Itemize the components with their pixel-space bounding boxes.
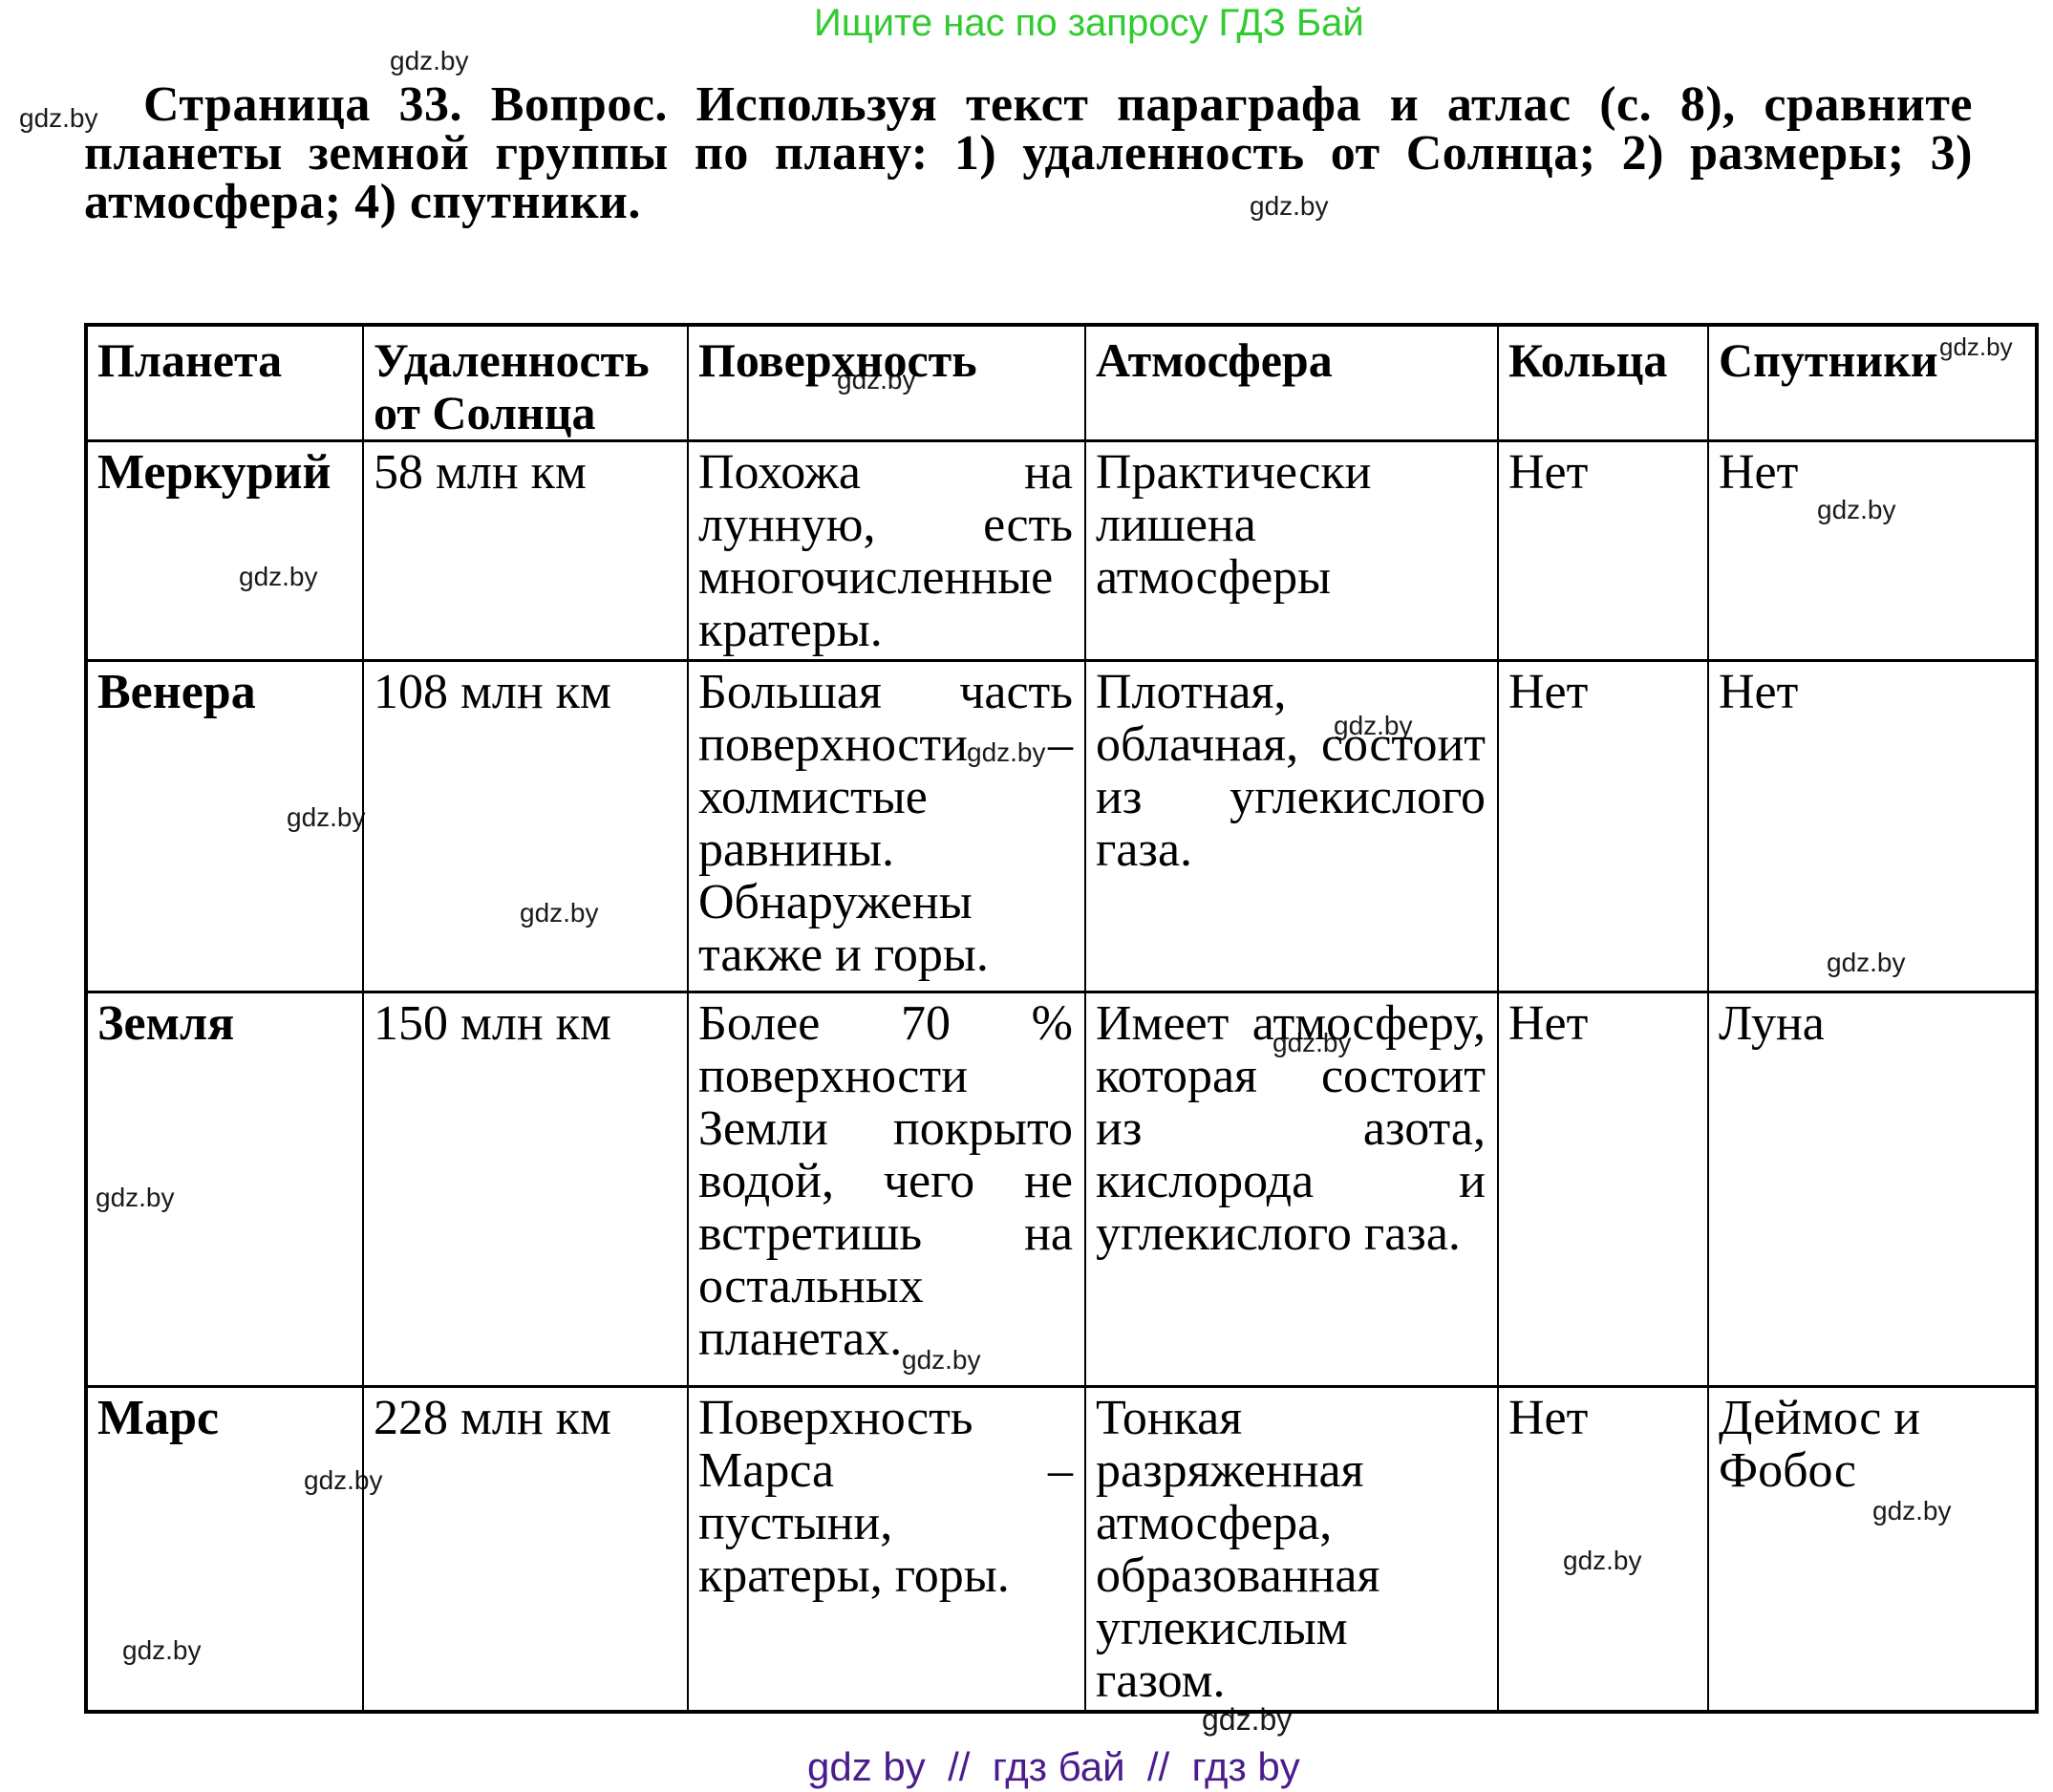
table-row-venus: Венера 108 млн км Большая часть поверхно… xyxy=(85,659,2038,993)
column-header-distance: Удаленность от Солнца xyxy=(362,323,689,442)
distance-cell: 228 млн км xyxy=(362,1385,689,1713)
planets-comparison-table: Планета Удаленность от Солнца Поверхност… xyxy=(84,323,2039,1714)
planet-name-cell: Венера xyxy=(85,659,364,993)
surface-cell: Похожа на лунную, есть многочисленные кр… xyxy=(687,439,1086,662)
satellites-cell: Нет xyxy=(1707,659,2038,993)
atmosphere-cell: Практически лишена атмосферы xyxy=(1084,439,1499,662)
planet-name-cell: Земля xyxy=(85,991,364,1388)
gdz-watermark: gdz.by xyxy=(19,103,98,133)
distance-cell: 108 млн км xyxy=(362,659,689,993)
satellites-cell: Луна xyxy=(1707,991,2038,1388)
satellites-cell: Нет xyxy=(1707,439,2038,662)
surface-cell: Большая часть поверхности – холмистые ра… xyxy=(687,659,1086,993)
table-header-row: Планета Удаленность от Солнца Поверхност… xyxy=(85,323,2038,442)
atmosphere-cell: Тонкая разряженная атмосфера, образованн… xyxy=(1084,1385,1499,1713)
gdz-watermark: gdz.by xyxy=(390,46,469,75)
column-header-planet: Планета xyxy=(85,323,364,442)
page-title: Страница 33. Вопрос. Используя текст пар… xyxy=(84,77,1973,229)
planet-name-cell: Марс xyxy=(85,1385,364,1713)
column-header-satellites: Спутники xyxy=(1707,323,2038,442)
satellites-cell: Деймос и Фобос xyxy=(1707,1385,2038,1713)
distance-cell: 150 млн км xyxy=(362,991,689,1388)
distance-cell: 58 млн км xyxy=(362,439,689,662)
surface-cell: Поверхность Марса – пустыни, кратеры, го… xyxy=(687,1385,1086,1713)
column-header-atmosphere: Атмосфера xyxy=(1084,323,1499,442)
table-row-earth: Земля 150 млн км Более 70 % поверхности … xyxy=(85,991,2038,1388)
rings-cell: Нет xyxy=(1497,1385,1709,1713)
column-header-surface: Поверхность xyxy=(687,323,1086,442)
table-row-mercury: Меркурий 58 млн км Похожа на лунную, ест… xyxy=(85,439,2038,662)
footer-links[interactable]: gdz by // гдз бай // гдз by xyxy=(807,1744,1300,1789)
atmosphere-cell: Плотная, облачная, состоит из углекислог… xyxy=(1084,659,1499,993)
table-row-mars: Марс 228 млн км Поверхность Марса – пуст… xyxy=(85,1385,2038,1713)
rings-cell: Нет xyxy=(1497,659,1709,993)
planet-name-cell: Меркурий xyxy=(85,439,364,662)
rings-cell: Нет xyxy=(1497,439,1709,662)
promo-banner: Ищите нас по запросу ГДЗ Бай xyxy=(814,2,1364,44)
gdz-watermark: gdz.by xyxy=(1250,191,1329,221)
atmosphere-cell: Имеет атмосферу, которая состоит из азот… xyxy=(1084,991,1499,1388)
rings-cell: Нет xyxy=(1497,991,1709,1388)
surface-cell: Более 70 % поверхности Земли покрыто вод… xyxy=(687,991,1086,1388)
column-header-rings: Кольца xyxy=(1497,323,1709,442)
